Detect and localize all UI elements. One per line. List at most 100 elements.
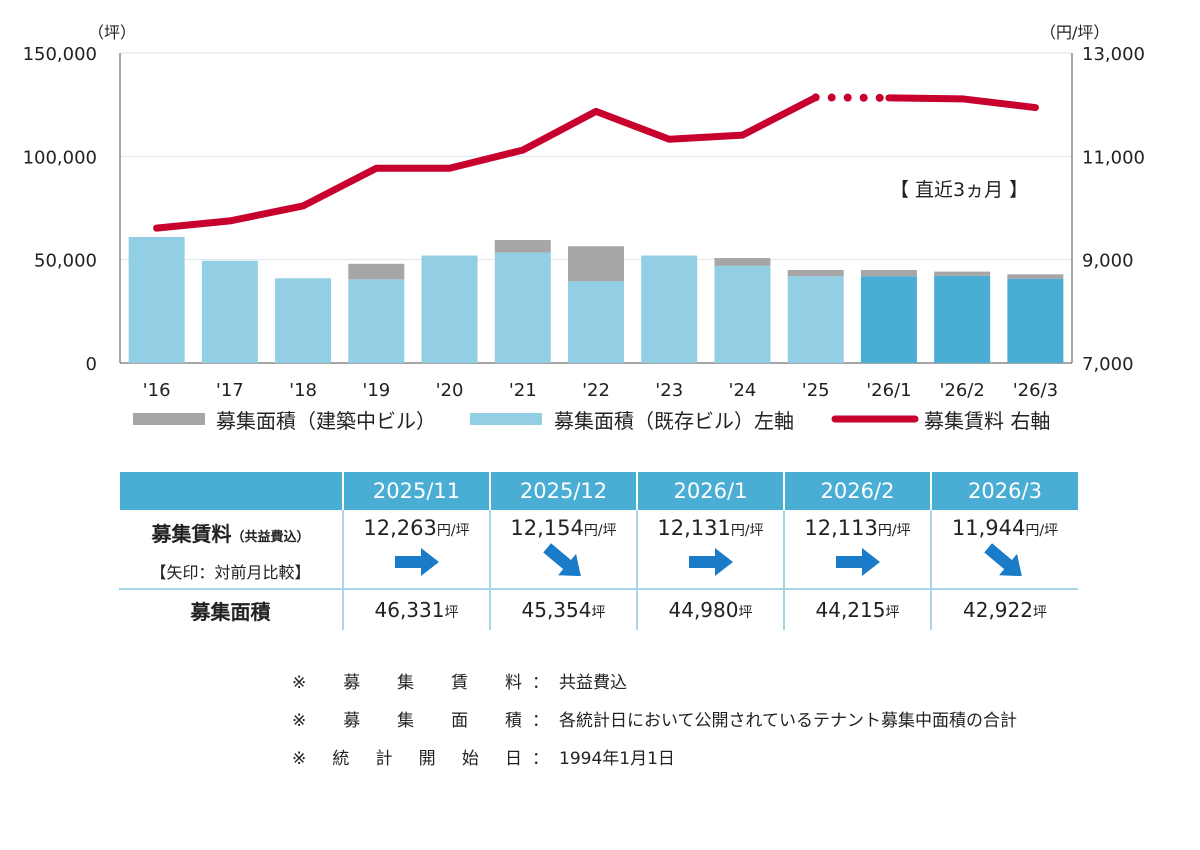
footnote-key-char: ※ <box>292 673 307 693</box>
bar-under-construction <box>1007 274 1064 279</box>
arrow-right-icon <box>835 548 880 576</box>
legend-label: 募集面積（建築中ビル） <box>216 409 436 433</box>
left-tick-label: 0 <box>86 354 97 375</box>
rent-value: 11,944 <box>951 516 1026 540</box>
area-row: 募集面積 46,331坪 45,354坪 44,980坪 44,215坪 42,922坪 <box>119 588 1078 630</box>
footnote-separator: ： <box>532 749 549 769</box>
footnote-key-char: 計 <box>375 749 393 769</box>
footnote-key-char: 積 <box>505 711 522 731</box>
area-value: 45,354 <box>521 598 592 622</box>
legend-label: 募集賃料 右軸 <box>924 409 1050 433</box>
rent-value: 12,263 <box>363 516 437 540</box>
bar-existing <box>201 260 258 363</box>
area-unit: 坪 <box>1032 605 1047 621</box>
header-month: 2026/2 <box>783 472 931 510</box>
header-month: 2025/12 <box>489 472 637 510</box>
footnote-value: 1994年1月1日 <box>559 749 675 769</box>
x-tick-label: '26/1 <box>866 380 911 401</box>
footnote-key-char: 集 <box>397 711 415 731</box>
footnote-key-char: 賃 <box>451 673 469 693</box>
x-tick-label: '18 <box>289 380 317 401</box>
area-cell: 45,354坪 <box>489 588 637 630</box>
bar-existing <box>1007 278 1064 363</box>
x-tick-label: '26/3 <box>1013 380 1058 401</box>
area-cell: 44,215坪 <box>783 588 931 630</box>
right-tick-label: 7,000 <box>1082 354 1134 375</box>
area-value: 46,331 <box>374 598 445 622</box>
bar-existing <box>787 276 844 363</box>
footnote-key-char: 募 <box>343 711 361 731</box>
rent-row: 募集賃料（共益費込） 【矢印：対前月比較】 12,263円/坪 12,154円/坪… <box>119 510 1078 589</box>
area-value: 44,980 <box>668 598 739 622</box>
area-unit: 坪 <box>885 605 900 621</box>
footnote-key-char: 始 <box>461 749 479 769</box>
footnote-key-char: 統 <box>332 749 350 769</box>
left-tick-label: 50,000 <box>34 251 97 272</box>
footnote-separator: ： <box>532 711 549 731</box>
rent-label-cell: 募集賃料（共益費込） 【矢印：対前月比較】 <box>119 510 343 589</box>
footnote-value: 各統計日において公開されているテナント募集中面積の合計 <box>559 711 1017 731</box>
footnote-key-char: 開 <box>418 749 436 769</box>
x-tick-label: '22 <box>582 380 610 401</box>
rent-label: 募集賃料 <box>151 522 232 546</box>
area-cell: 44,980坪 <box>636 588 784 630</box>
header-month: 2025/11 <box>342 472 490 510</box>
recent-3-months-annotation: 【 直近3ヵ月 】 <box>890 179 1028 201</box>
rent-cell: 12,131円/坪 <box>636 510 784 589</box>
rent-unit: 円/坪 <box>877 523 911 539</box>
x-tick-label: '26/2 <box>939 380 984 401</box>
arrow-down-right-icon <box>542 543 581 577</box>
rent-value: 12,131 <box>657 516 731 540</box>
rent-cell: 12,113円/坪 <box>783 510 931 589</box>
bar-under-construction <box>348 263 405 280</box>
rent-label-small: （共益費込） <box>231 530 310 545</box>
footnote-key-char: 日 <box>504 749 522 769</box>
footnote: ※ 募 集 面 積 ： 各統計日において公開されているテナント募集中面積の合計 <box>292 702 1017 740</box>
bar-existing <box>494 252 551 363</box>
legend-swatch-existing <box>470 413 542 425</box>
footnote-key-char: 料 <box>505 673 522 693</box>
rent-line <box>153 93 820 232</box>
right-axis-unit: （円/坪） <box>1040 23 1109 42</box>
table-header-row: 2025/11 2025/12 2026/1 2026/2 2026/3 <box>118 472 1078 510</box>
rent-unit: 円/坪 <box>583 523 617 539</box>
rent-cell: 11,944円/坪 <box>930 510 1078 589</box>
area-label: 募集面積 <box>119 588 343 630</box>
left-tick-label: 150,000 <box>23 44 97 65</box>
header-month: 2026/1 <box>636 472 784 510</box>
chart: 0 50,000 100,000 150,000 7,000 9,000 11,000 13,… <box>23 23 1145 433</box>
footnote-key-char: ※ <box>292 711 307 731</box>
x-tick-label: '16 <box>143 380 171 401</box>
right-tick-label: 9,000 <box>1082 251 1134 272</box>
bar-existing <box>934 275 991 363</box>
footnote-value: 共益費込 <box>559 673 627 693</box>
footnote: ※ 募 集 賃 料 ： 共益費込 <box>292 664 1017 702</box>
footnote-key: ※ 募 集 面 積 <box>292 702 522 740</box>
arrow-down-right-icon <box>984 543 1022 577</box>
arrow-right-icon <box>394 548 439 576</box>
rent-cell: 12,154円/坪 <box>489 510 637 589</box>
rent-value: 12,154 <box>510 516 584 540</box>
footnote-key-char: 募 <box>343 673 361 693</box>
left-tick-label: 100,000 <box>23 147 97 168</box>
area-cell: 46,331坪 <box>342 588 490 630</box>
bar-existing <box>128 236 185 363</box>
bar-existing <box>568 281 624 363</box>
rent-unit: 円/坪 <box>436 523 470 539</box>
legend-swatch-under-construction <box>133 413 205 425</box>
area-unit: 坪 <box>591 605 606 621</box>
rent-value: 12,113 <box>804 516 878 540</box>
area-unit: 坪 <box>738 605 753 621</box>
area-cell: 42,922坪 <box>930 588 1078 630</box>
rent-cell: 12,263円/坪 <box>342 510 490 589</box>
x-tick-label: '23 <box>655 380 683 401</box>
rent-sub-label: 【矢印：対前月比較】 <box>150 563 311 582</box>
bar-existing <box>421 255 478 363</box>
summary-table: 2025/11 2025/12 2026/1 2026/2 2026/3 募集賃… <box>118 472 1078 630</box>
bar-existing <box>714 265 771 363</box>
bar-existing <box>860 276 917 363</box>
footnotes: ※ 募集賃料：共益費込 ※ 募集面積：各統計日において公開されているテナント募集中面積… <box>292 664 1017 778</box>
bar-under-construction <box>568 246 624 282</box>
legend-label: 募集面積（既存ビル）左軸 <box>554 409 794 433</box>
header-month: 2026/3 <box>930 472 1078 510</box>
